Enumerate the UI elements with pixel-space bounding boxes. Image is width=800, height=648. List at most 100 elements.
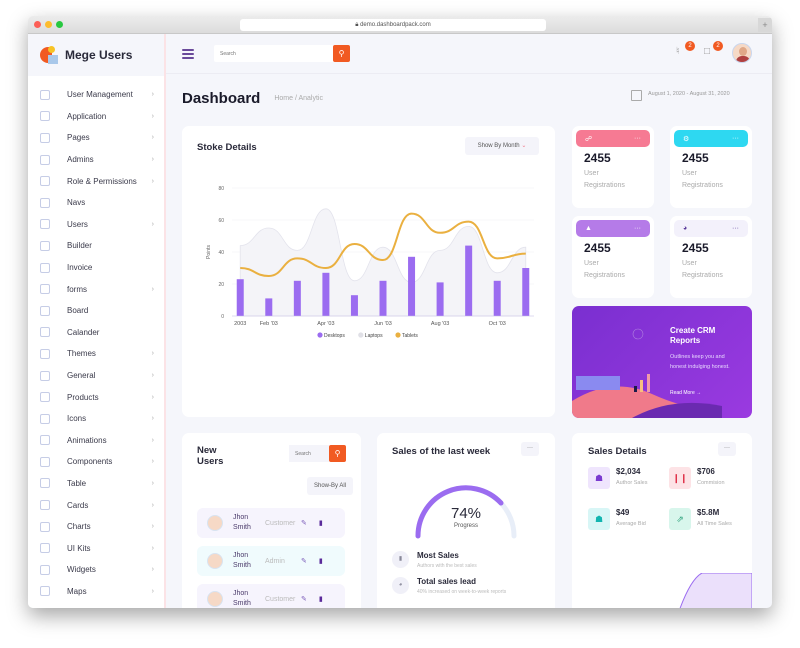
more-options-button[interactable]: ··· xyxy=(634,225,641,232)
pie-chart-icon: ◕ xyxy=(392,577,409,594)
svg-text:Aug '03: Aug '03 xyxy=(431,321,449,327)
sidebar-item-board[interactable]: Board xyxy=(28,300,164,322)
edit-icon[interactable]: ✎ xyxy=(301,558,307,565)
stat-icon: ◕ xyxy=(683,225,688,232)
sidebar-item-label: Users xyxy=(67,219,88,229)
sidebar-item-invoice[interactable]: Invoice xyxy=(28,257,164,279)
nav-item-icon xyxy=(40,564,50,575)
user-row[interactable]: Jhon Smith Admin ✎ ▮ xyxy=(197,546,345,576)
sidebar-item-animations[interactable]: Animations › xyxy=(28,430,164,452)
nav-item-icon xyxy=(40,435,50,446)
chevron-right-icon: › xyxy=(151,220,154,228)
edit-icon[interactable]: ✎ xyxy=(301,596,307,603)
svg-text:Feb '03: Feb '03 xyxy=(260,321,278,327)
stoke-details-title: Stoke Details xyxy=(197,142,257,153)
stat-label: User Registrations xyxy=(682,260,723,279)
chevron-right-icon: › xyxy=(151,523,154,531)
menu-toggle-button[interactable] xyxy=(182,48,194,59)
trash-icon[interactable]: ▮ xyxy=(318,596,323,603)
new-users-search: ⚲ xyxy=(289,445,346,462)
svg-text:20: 20 xyxy=(218,282,224,288)
sidebar-item-forms[interactable]: forms › xyxy=(28,278,164,300)
stat-value: 2455 xyxy=(584,151,611,165)
user-row[interactable]: Jhon Smith Customer ✎ ▮ xyxy=(197,584,345,608)
brand-logo[interactable]: Mege Users xyxy=(28,34,164,76)
sidebar-item-cards[interactable]: Cards › xyxy=(28,494,164,516)
more-options-button[interactable]: ··· xyxy=(732,135,739,142)
chevron-right-icon: › xyxy=(151,415,154,423)
stoke-details-card: Stoke Details Show By Month ⌄ 0 20 40 60 80 P… xyxy=(182,126,555,417)
new-users-search-button[interactable]: ⚲ xyxy=(329,445,346,462)
more-options-button[interactable]: ··· xyxy=(718,442,736,456)
user-name: Jhon Smith xyxy=(233,514,251,531)
minimize-window-button[interactable] xyxy=(45,21,52,28)
nav-item-icon xyxy=(40,392,50,403)
progress-percent: 74% xyxy=(450,505,482,522)
search-input[interactable] xyxy=(214,50,333,57)
sidebar-item-charts[interactable]: Charts › xyxy=(28,516,164,538)
stoke-chart: 0 20 40 60 80 Points 2003 Feb '03 Apr '03 Jun '03… xyxy=(206,186,534,339)
sidebar-item-maps[interactable]: Maps › xyxy=(28,581,164,603)
sidebar-item-components[interactable]: Components › xyxy=(28,451,164,473)
sales-detail-label: Average Bid xyxy=(616,521,646,527)
search-button[interactable]: ⚲ xyxy=(333,45,350,62)
stat-value: 2455 xyxy=(682,151,709,165)
trash-icon[interactable]: ▮ xyxy=(318,558,323,565)
sidebar-item-themes[interactable]: Themes › xyxy=(28,343,164,365)
sidebar-item-navs[interactable]: Navs xyxy=(28,192,164,214)
notifications-button[interactable]: ♮ 2 xyxy=(676,41,695,60)
progress-label: Progress xyxy=(453,523,478,529)
crm-read-more-link[interactable]: Read More → xyxy=(670,390,702,396)
more-options-button[interactable]: ··· xyxy=(732,225,739,232)
sidebar-item-admins[interactable]: Admins › xyxy=(28,149,164,171)
maximize-window-button[interactable] xyxy=(56,21,63,28)
lock-icon: 🔒︎ xyxy=(355,22,361,28)
sidebar-item-ui-kits[interactable]: UI Kits › xyxy=(28,537,164,559)
sidebar-item-calander[interactable]: Calander xyxy=(28,322,164,344)
messages-button[interactable]: □ 2 xyxy=(704,41,723,60)
crm-illustration xyxy=(572,328,722,418)
stat-value: 2455 xyxy=(584,241,611,255)
sidebar-item-widgets[interactable]: Widgets › xyxy=(28,559,164,581)
chevron-right-icon: › xyxy=(151,544,154,552)
new-users-search-input[interactable] xyxy=(289,445,329,462)
trash-icon[interactable]: ▮ xyxy=(318,520,323,527)
chevron-right-icon: › xyxy=(151,501,154,509)
nav-item-icon xyxy=(40,132,50,143)
sidebar-item-role-permissions[interactable]: Role & Permissions › xyxy=(28,170,164,192)
sales-details-title: Sales Details xyxy=(588,446,647,457)
show-by-month-dropdown[interactable]: Show By Month ⌄ xyxy=(465,137,539,155)
messages-badge: 2 xyxy=(713,41,723,51)
nav-item-icon xyxy=(40,348,50,359)
address-bar[interactable]: 🔒︎ demo.dashboardpack.com xyxy=(240,19,546,31)
sidebar-item-icons[interactable]: Icons › xyxy=(28,408,164,430)
show-by-all-dropdown[interactable]: Show-By All xyxy=(307,477,353,495)
nav-item-icon xyxy=(40,543,50,554)
sidebar-item-label: Themes xyxy=(67,349,96,359)
date-range-picker[interactable]: August 1, 2020 - August 31, 2020 xyxy=(631,90,746,101)
more-options-button[interactable]: ··· xyxy=(634,135,641,142)
chevron-right-icon: › xyxy=(151,479,154,487)
sidebar-item-products[interactable]: Products › xyxy=(28,386,164,408)
sidebar-item-user-management[interactable]: User Management › xyxy=(28,84,164,106)
nav-item-icon xyxy=(40,219,50,230)
new-tab-button[interactable]: + xyxy=(758,18,772,32)
close-window-button[interactable] xyxy=(34,21,41,28)
crm-description: Outlines keep you and honest indulging h… xyxy=(670,354,730,370)
sales-summary-item: ◕ Total sales lead 40% increased on week-t… xyxy=(392,577,506,595)
breadcrumb[interactable]: Home / Analytic xyxy=(274,94,323,102)
sidebar-item-builder[interactable]: Builder xyxy=(28,235,164,257)
sidebar-item-pages[interactable]: Pages › xyxy=(28,127,164,149)
sidebar-item-table[interactable]: Table › xyxy=(28,473,164,495)
resize-icon: ⇗ xyxy=(669,508,691,530)
user-row[interactable]: Jhon Smith Customer ✎ ▮ xyxy=(197,508,345,538)
sidebar-item-users[interactable]: Users › xyxy=(28,214,164,236)
nav-item-icon xyxy=(40,370,50,381)
sales-detail-value: $706 xyxy=(697,467,715,476)
more-options-button[interactable]: ··· xyxy=(521,442,539,456)
sidebar-item-label: forms xyxy=(67,284,87,294)
edit-icon[interactable]: ✎ xyxy=(301,520,307,527)
sidebar-item-general[interactable]: General › xyxy=(28,365,164,387)
sidebar-item-application[interactable]: Application › xyxy=(28,106,164,128)
user-avatar[interactable] xyxy=(732,43,752,63)
